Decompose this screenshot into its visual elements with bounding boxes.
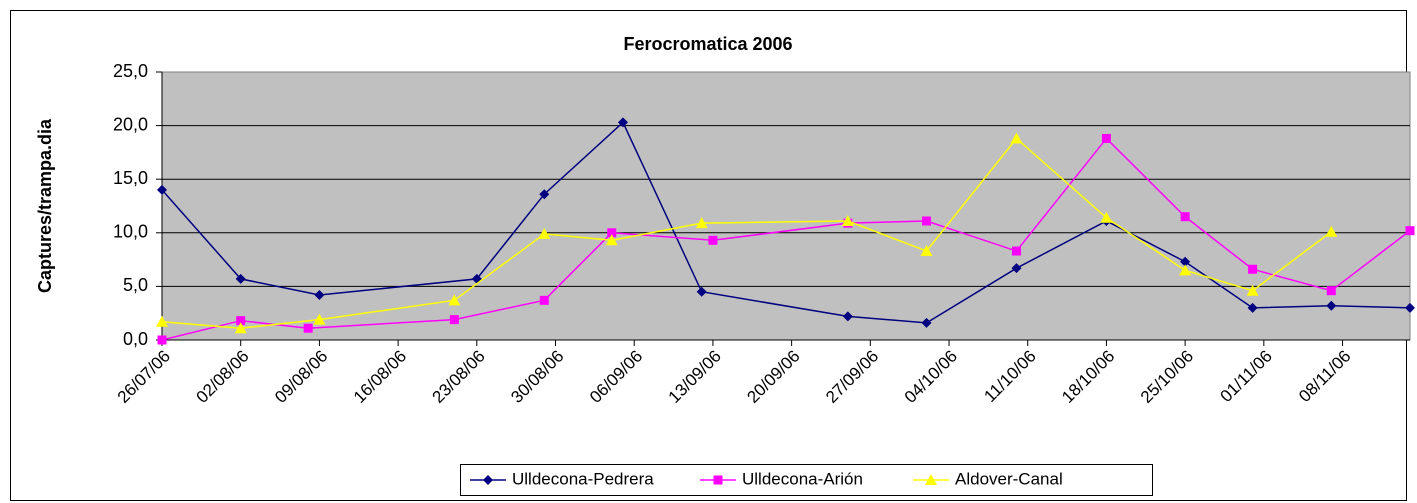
data-point [1248, 264, 1258, 274]
y-tick-label: 25,0 [113, 61, 148, 81]
data-point [1405, 226, 1415, 236]
data-point [156, 315, 168, 327]
data-point [1246, 284, 1259, 296]
legend-label: Ulldecona-Pedrera [512, 469, 654, 488]
legend-label: Ulldecona-Arión [742, 469, 863, 488]
data-point [708, 235, 718, 245]
plot-area [161, 71, 1411, 341]
legend [460, 464, 1153, 496]
data-point [842, 311, 853, 322]
data-point [1326, 300, 1337, 311]
series-line [161, 137, 1332, 329]
data-point [1010, 132, 1023, 144]
data-point [157, 335, 167, 345]
chart-title: Ferocromatica 2006 [623, 34, 792, 54]
data-point [1326, 286, 1336, 296]
data-point [538, 227, 551, 239]
data-point [1100, 211, 1113, 223]
legend-swatch-marker [483, 475, 493, 485]
data-point [448, 294, 461, 306]
data-point [921, 317, 932, 328]
data-point [1405, 302, 1415, 313]
data-point [696, 286, 707, 297]
data-point [920, 245, 933, 257]
data-point [303, 323, 313, 333]
data-point [1180, 256, 1191, 267]
data-point [1325, 225, 1338, 237]
data-point [539, 189, 550, 200]
data-point [605, 234, 618, 246]
data-point [234, 322, 247, 334]
legend-swatch-marker [713, 475, 723, 485]
data-point [314, 289, 325, 300]
data-point [922, 216, 932, 226]
data-point [841, 215, 854, 227]
data-point [157, 184, 167, 195]
data-point [539, 295, 549, 305]
y-tick-label: 0,0 [123, 329, 148, 349]
data-point [1011, 263, 1022, 274]
data-point [449, 315, 459, 325]
data-point [1179, 264, 1192, 276]
data-point [313, 313, 326, 325]
data-point [1180, 212, 1190, 222]
legend-swatch-marker [925, 474, 937, 485]
data-point [1011, 246, 1021, 256]
data-point [236, 316, 246, 326]
data-point [1101, 133, 1111, 143]
data-point [235, 273, 246, 284]
y-tick-label: 15,0 [113, 168, 148, 188]
y-axis-label: Captures/trampa.dia [35, 118, 55, 293]
data-point [1247, 302, 1258, 313]
y-tick-label: 5,0 [123, 275, 148, 295]
data-point [617, 117, 628, 128]
y-tick-label: 20,0 [113, 114, 148, 134]
data-point [695, 217, 708, 229]
y-tick-label: 10,0 [113, 222, 148, 242]
legend-label: Aldover-Canal [955, 469, 1063, 488]
data-point [607, 228, 617, 238]
